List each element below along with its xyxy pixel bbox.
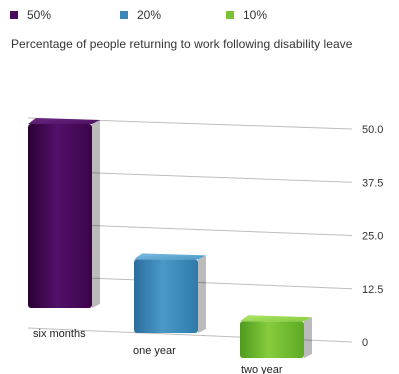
legend-item-two-year: 10% [226, 8, 267, 22]
legend-label: 50% [27, 8, 52, 22]
chart-title: Percentage of people returning to work f… [11, 37, 353, 51]
bar-top [240, 315, 312, 322]
bars [28, 118, 312, 358]
legend-swatch-blue [120, 11, 128, 19]
y-tick-label: 25.0 [362, 231, 383, 243]
category-label: one year [133, 345, 176, 357]
bar-side [198, 255, 206, 333]
y-tick-label: 12.5 [362, 284, 383, 296]
category-labels: six months one year two year [33, 328, 283, 374]
category-label: six months [33, 328, 86, 340]
legend-swatch-green [226, 11, 234, 19]
bar-top [28, 118, 100, 124]
bar-front [240, 321, 304, 358]
bar-one-year [134, 253, 206, 333]
bar-side [304, 317, 312, 358]
legend-swatch-purple [10, 11, 18, 19]
legend-item-six-months: 50% [10, 8, 120, 22]
bar-front [28, 124, 92, 308]
category-label: two year [241, 364, 283, 374]
legend-item-one-year: 20% [120, 8, 226, 22]
y-tick-label: 50.0 [362, 124, 383, 136]
legend-label: 10% [243, 8, 268, 22]
bar-two-year [240, 315, 312, 358]
bar-front [134, 259, 198, 333]
y-tick-label: 0 [362, 337, 368, 349]
legend: 50% 20% 10% [10, 8, 267, 22]
y-tick-label: 37.5 [362, 177, 383, 189]
bar-side [92, 120, 100, 308]
y-tick-labels: 0 12.5 25.0 37.5 50.0 [362, 124, 383, 349]
legend-label: 20% [137, 8, 162, 22]
bar-six-months [28, 118, 100, 308]
bar-top [134, 253, 206, 260]
